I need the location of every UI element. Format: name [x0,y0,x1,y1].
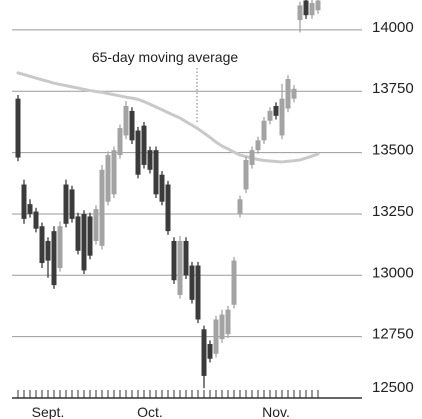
candle-body [99,169,105,246]
candle-body [81,213,87,271]
candle-body [315,0,321,11]
candle-body [171,240,177,281]
x-tick-label: Sept. [32,404,65,419]
candle-body [57,226,63,268]
candle-body [273,106,279,116]
y-tick-label: 13000 [372,264,414,281]
annotation: 65-day moving average [92,49,239,65]
candle-body [249,150,255,165]
candle-body [27,204,33,214]
candle-body [105,155,111,202]
candle-body [309,2,315,16]
candle-body [297,5,303,21]
y-tick-label: 13750 [372,80,414,97]
y-tick-label: 13250 [372,203,414,220]
candle-body [93,209,99,241]
candle-body [267,110,273,121]
y-tick-label: 13500 [372,142,414,159]
y-tick-label: 12750 [372,326,414,343]
y-tick-label: 12500 [372,379,414,396]
candle-body [69,189,75,219]
y-tick-label: 14000 [372,19,414,36]
candle-body [225,309,231,335]
candle-body [21,184,27,219]
candle-body [219,314,225,340]
candle-body [153,150,159,195]
candle-body [243,159,249,190]
candle-body [177,240,183,295]
candle-body [237,199,243,214]
candle-body [129,110,135,141]
candle-body [63,184,69,224]
candle-body [15,98,21,158]
candle-body [75,216,81,251]
candle-body [51,231,57,286]
candle-body [45,240,51,261]
candle-body [201,329,207,376]
x-tick-label: Nov. [262,404,290,419]
candle-body [285,79,291,109]
candle-body [141,125,147,165]
candle-body [159,174,165,202]
candle-body [135,130,141,175]
candle-body [111,150,117,195]
candle-body [207,344,213,359]
candle-body [33,211,39,229]
candle-body [87,216,93,256]
moving-average-layer [16,71,320,164]
candle-body [231,260,237,305]
candle-body [303,0,309,16]
candle-body [147,150,153,170]
candle-body [39,226,45,264]
candle-body [165,184,171,232]
x-axis: Sept. Oct. Nov. [17,390,319,419]
candle-body [213,319,219,354]
candle-body [117,128,123,156]
candle-body [291,88,297,99]
candle-body [183,240,189,276]
x-tick-label: Oct. [137,404,163,419]
grid: 12500 12750 13000 13250 13500 13750 14000 [12,19,414,399]
candle-body [279,98,285,136]
candle-body [261,120,267,141]
candles [15,0,321,389]
candle-body [255,140,261,151]
candle-body [123,106,129,136]
candle-body [195,265,201,320]
moving-average-line [16,71,320,164]
candle-body [189,265,195,300]
